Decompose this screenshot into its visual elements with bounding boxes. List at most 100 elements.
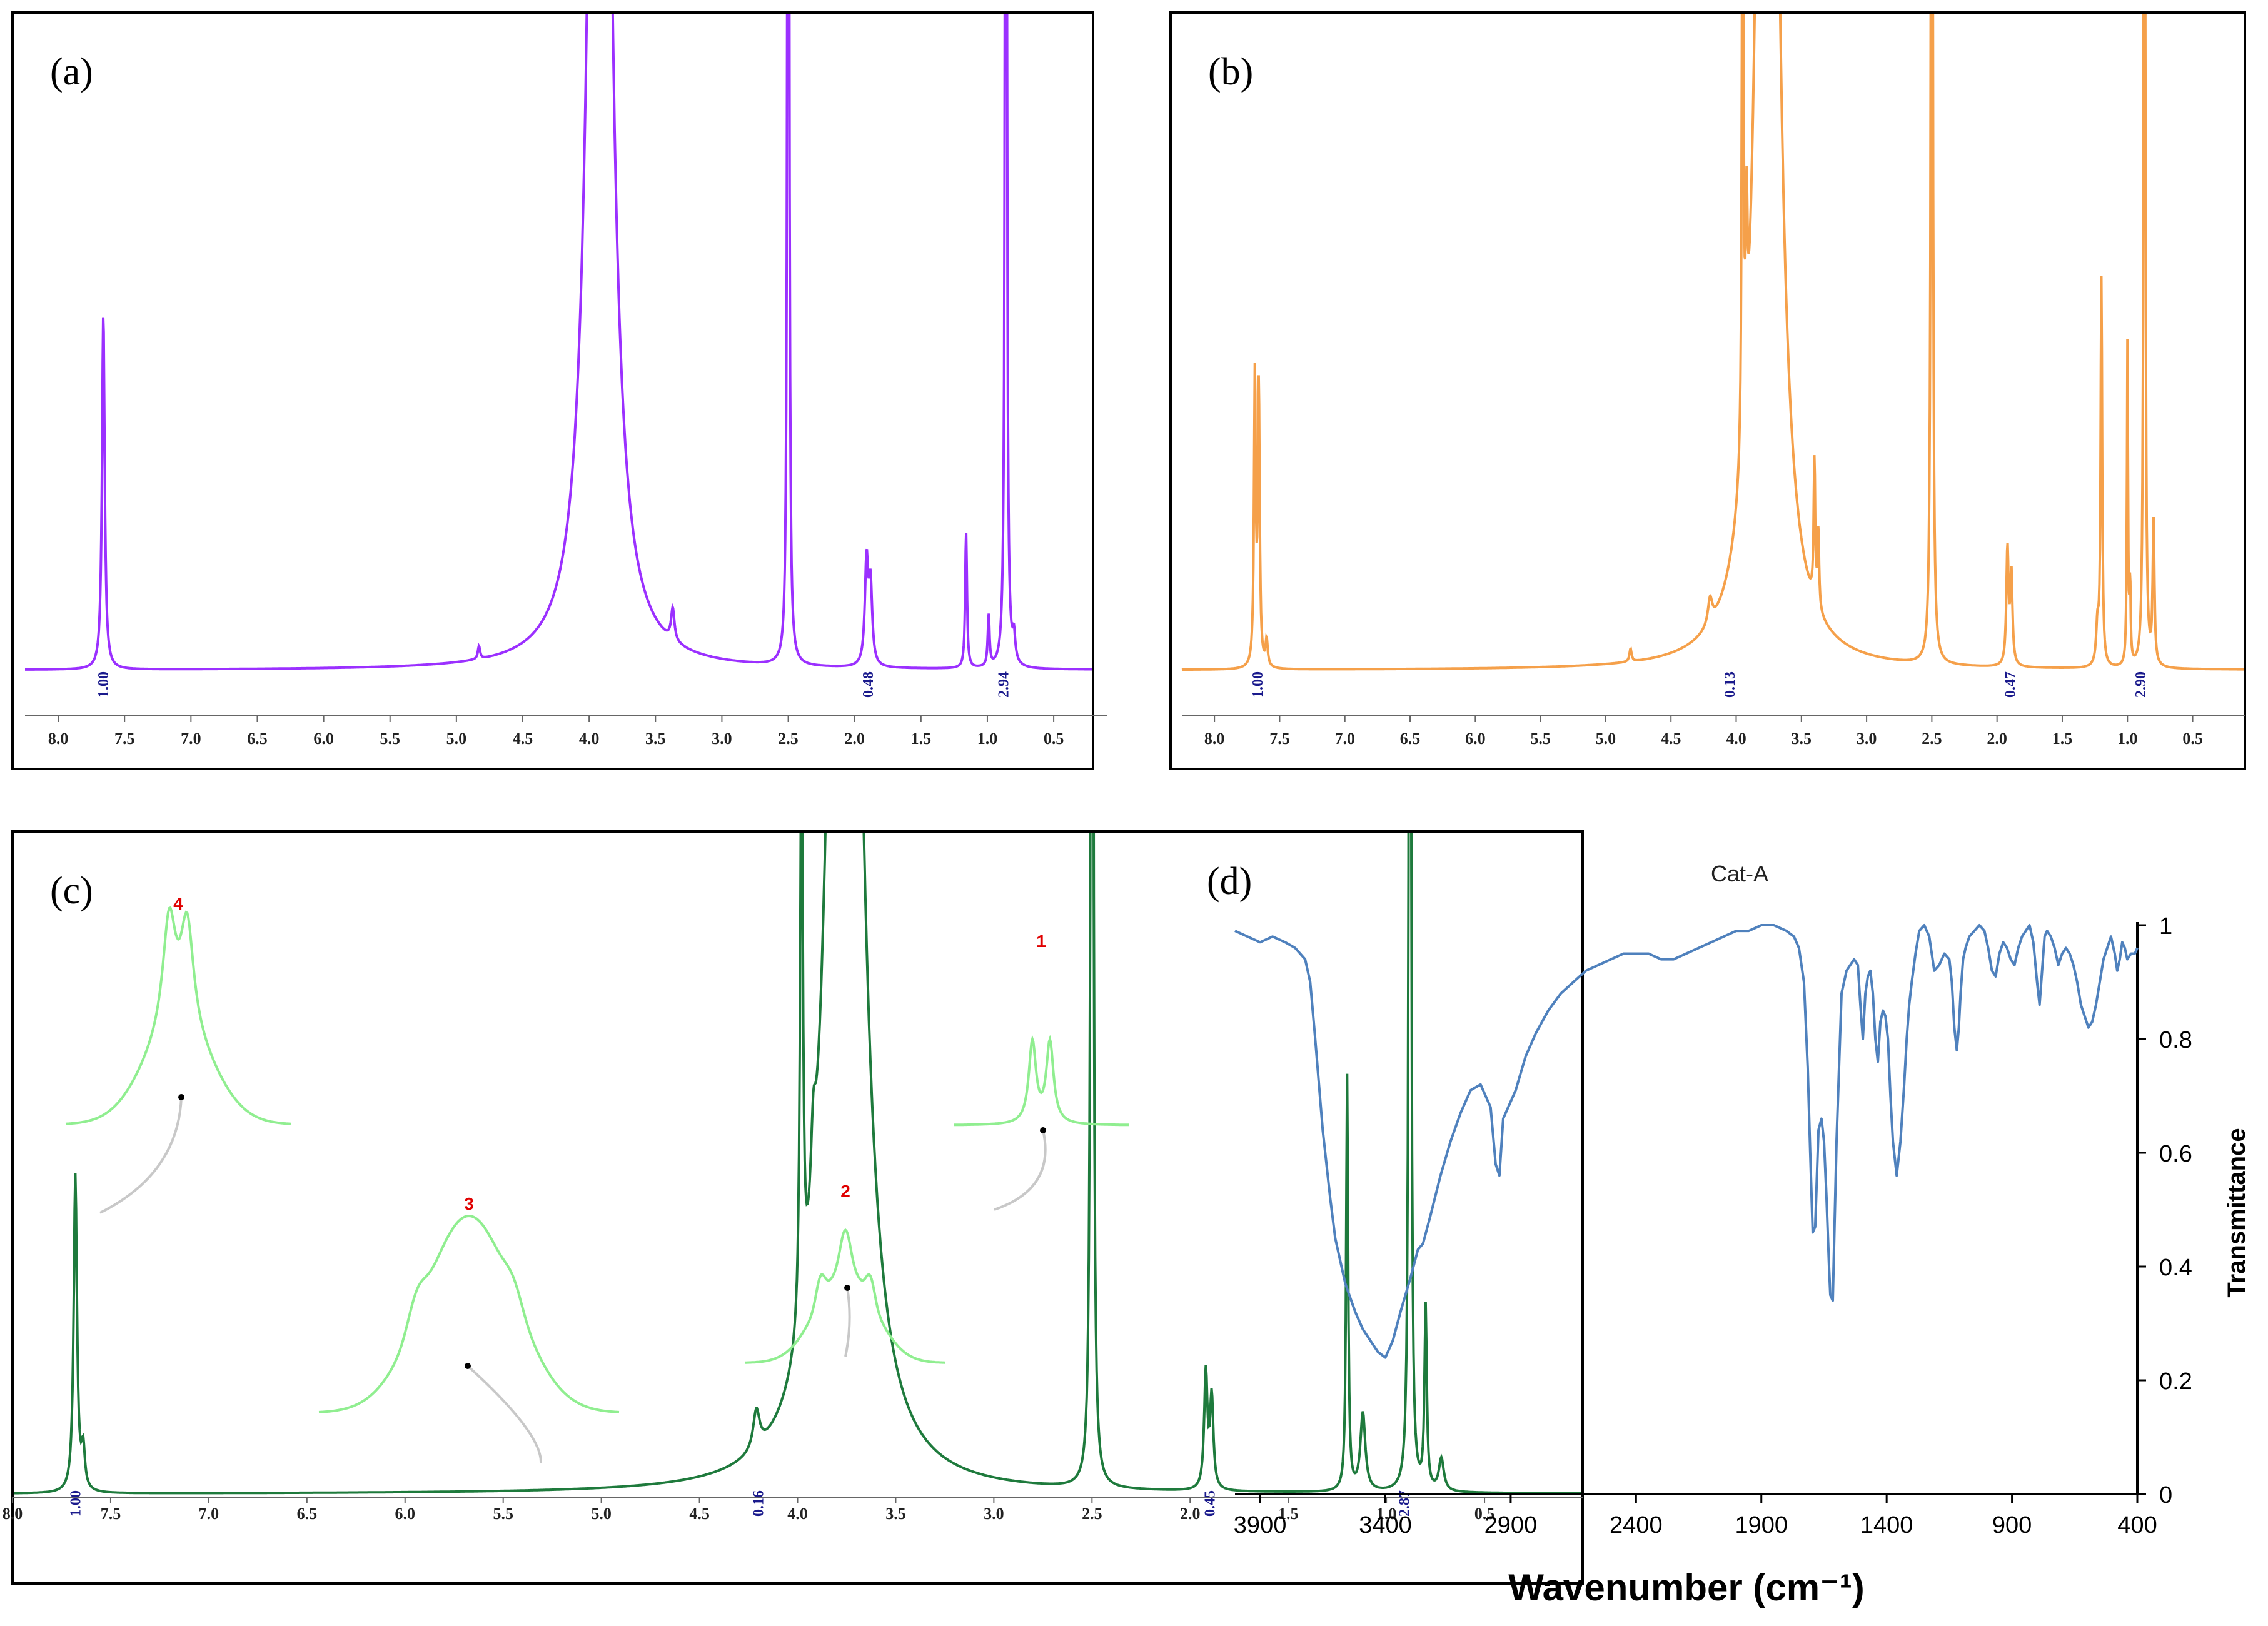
- nmr-panel-2: 8.0 7.5 7.0 6.5 6.0 5.5 5.0 4.5 4.0 3.5 3.0 2.5 2.0 1…: [3, 830, 1584, 1585]
- x-tick-label: 2.5: [1082, 1505, 1102, 1523]
- panel-border: [1169, 11, 2246, 770]
- inset-arrow-head: [1040, 1127, 1046, 1133]
- x-tick-label: 2900: [1484, 1512, 1538, 1538]
- x-tick-label: 2.0: [1987, 730, 2007, 748]
- x-tick-label: 2400: [1610, 1512, 1663, 1538]
- x-tick-label: 1.5: [911, 730, 932, 748]
- x-tick-label: 400: [2117, 1512, 2157, 1538]
- inset-peak: [745, 1228, 945, 1364]
- x-tick-label: 3.5: [645, 730, 666, 748]
- x-tick-label: 7.0: [1334, 730, 1355, 748]
- x-tick-label: 6.5: [247, 730, 268, 748]
- x-tick-label: 0.5: [1044, 730, 1064, 748]
- x-tick-label: 3.0: [712, 730, 732, 748]
- x-tick-label: 6.5: [1400, 730, 1421, 748]
- x-tick-label: 3.5: [885, 1505, 906, 1523]
- panel-border: [11, 11, 1094, 770]
- inset-arrow-head: [178, 1094, 184, 1100]
- integral-label: 2.94: [995, 671, 1012, 698]
- x-tick-label: 1.5: [1278, 1505, 1299, 1523]
- integral-label: 1.00: [1250, 671, 1266, 698]
- x-tick-label: 2.5: [778, 730, 799, 748]
- inset-number-label: 2: [840, 1182, 850, 1201]
- x-tick-label: 5.0: [446, 730, 467, 748]
- inset-number-label: 3: [464, 1194, 474, 1213]
- x-tick-label: 3.5: [1792, 730, 1812, 748]
- nmr-panel-0: 8.0 7.5 7.0 6.5 6.0 5.5 5.0 4.5 4.0 3.5 3.0 2.5 2.0 1…: [11, 11, 1107, 770]
- x-tick-label: 7.5: [114, 730, 135, 748]
- x-tick-label: 6.0: [1465, 730, 1486, 748]
- y-tick-label: 0.4: [2159, 1255, 2192, 1281]
- spectrum-line: [14, 833, 1581, 1495]
- y-tick-label: 0.6: [2159, 1141, 2192, 1167]
- inset-group: 4 3 2 1: [65, 894, 1129, 1463]
- x-axis-label: Wavenumber (cm⁻¹): [1508, 1567, 1865, 1608]
- y-axis-label: Transmittance: [2223, 1128, 2250, 1297]
- x-tick-label: 3400: [1359, 1512, 1412, 1538]
- inset-peak: [954, 1035, 1129, 1127]
- x-tick-label: 4.0: [1726, 730, 1746, 748]
- x-tick-label: 5.0: [1596, 730, 1616, 748]
- inset-arrow: [99, 1097, 183, 1214]
- x-tick-label: 7.0: [181, 730, 201, 748]
- x-tick-label: 1.0: [1376, 1505, 1397, 1523]
- nmr-panel-1: 8.0 7.5 7.0 6.5 6.0 5.5 5.0 4.5 4.0 3.5 3.0 2.5 2.0 1…: [1169, 11, 2246, 770]
- x-tick-label: 2.0: [844, 730, 865, 748]
- panels-layer: 8.0 7.5 7.0 6.5 6.0 5.5 5.0 4.5 4.0 3.5 3.0 2.5 2.0 1…: [3, 11, 2250, 1608]
- x-tick-label: 1.0: [977, 730, 998, 748]
- panel-label: (a): [50, 51, 93, 93]
- x-tick-label: 900: [1992, 1512, 2032, 1538]
- chart-title: Cat-A: [1711, 861, 1768, 886]
- x-tick-label: 8.0: [48, 730, 69, 748]
- integral-label: 0.13: [1722, 671, 1738, 698]
- inset-peak: [318, 1214, 620, 1413]
- spectrum-line: [1181, 14, 2244, 671]
- panel-label: (d): [1207, 860, 1252, 903]
- integral-label: 0.48: [860, 671, 877, 698]
- integral-label: 0.45: [1202, 1490, 1219, 1517]
- x-tick-label: 5.5: [493, 1505, 513, 1523]
- x-tick-label: 4.0: [787, 1505, 808, 1523]
- x-tick-label: 1.5: [2052, 730, 2073, 748]
- panel-label: (c): [50, 870, 93, 912]
- integral-label: 0.47: [2003, 671, 2019, 698]
- y-tick-label: 0.2: [2159, 1368, 2192, 1395]
- y-tick-label: 1: [2159, 913, 2172, 940]
- x-tick-label: 4.5: [689, 1505, 710, 1523]
- x-tick-label: 8.0: [3, 1505, 23, 1523]
- x-tick-label: 4.5: [513, 730, 533, 748]
- inset-arrow-head: [465, 1363, 471, 1369]
- x-tick-label: 3900: [1234, 1512, 1287, 1538]
- inset-arrow: [844, 1287, 851, 1357]
- ftir-spectrum-line: [1234, 924, 2139, 1359]
- inset-arrow-head: [844, 1285, 850, 1291]
- x-tick-label: 1.0: [2117, 730, 2138, 748]
- x-tick-label: 7.5: [1269, 730, 1290, 748]
- inset-number-label: 1: [1036, 931, 1046, 951]
- x-tick-label: 5.0: [591, 1505, 612, 1523]
- x-tick-label: 0.5: [1474, 1505, 1495, 1523]
- y-tick-label: 0: [2159, 1482, 2172, 1508]
- x-tick-label: 7.5: [101, 1505, 121, 1523]
- x-tick-label: 5.5: [380, 730, 400, 748]
- x-tick-label: 4.5: [1661, 730, 1681, 748]
- x-tick-label: 2.5: [1922, 730, 1942, 748]
- integral-label: 1.00: [68, 1490, 84, 1517]
- spectrum-line: [25, 14, 1092, 671]
- inset-arrow: [466, 1365, 543, 1463]
- integral-label: 1.00: [96, 671, 112, 698]
- panel-label: (b): [1208, 51, 1253, 93]
- inset-number-label: 4: [173, 894, 183, 913]
- inset-arrow: [994, 1130, 1047, 1211]
- x-tick-label: 6.0: [395, 1505, 416, 1523]
- x-tick-label: 6.5: [297, 1505, 318, 1523]
- integral-label: 0.16: [751, 1490, 767, 1517]
- x-tick-label: 7.0: [199, 1505, 219, 1523]
- x-tick-label: 1400: [1860, 1512, 1913, 1538]
- panel-border: [11, 830, 1584, 1585]
- x-tick-label: 8.0: [1204, 730, 1225, 748]
- y-tick-label: 0.8: [2159, 1027, 2192, 1053]
